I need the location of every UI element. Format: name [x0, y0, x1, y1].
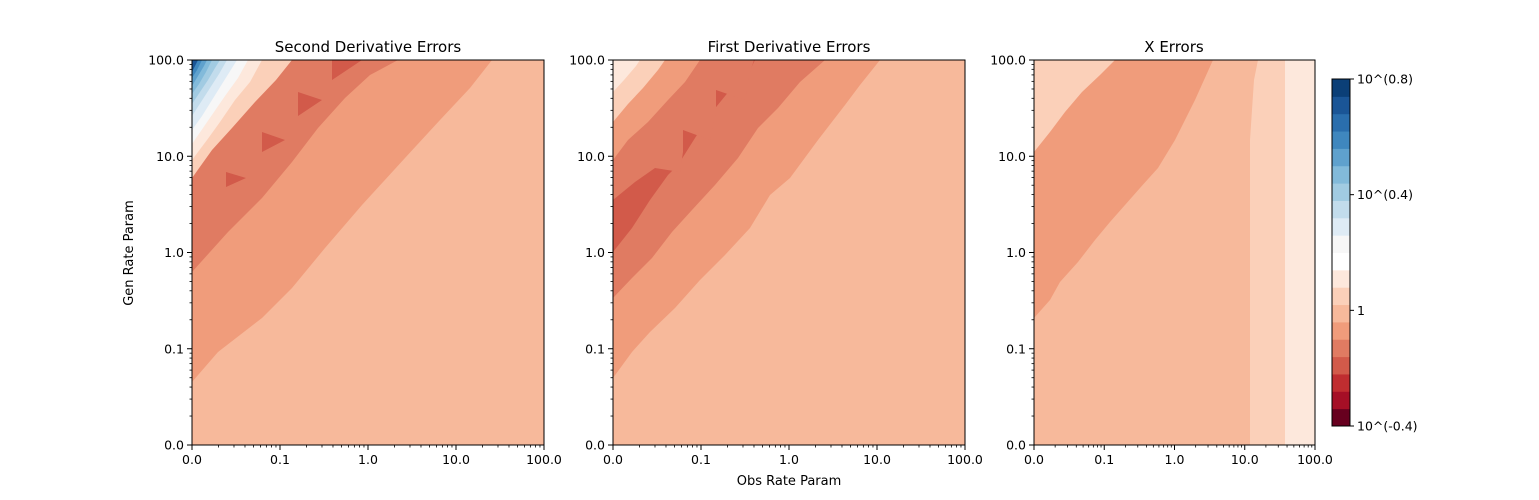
- x-tick-label: 100.0: [526, 452, 562, 467]
- colorbar-band: [1332, 287, 1350, 306]
- x-tick-label: 10.0: [442, 452, 470, 467]
- colorbar-band: [1332, 79, 1350, 97]
- panel1-title: Second Derivative Errors: [275, 38, 462, 56]
- x-tick-label: 0.1: [691, 452, 711, 467]
- colorbar-band: [1332, 339, 1350, 358]
- colorbar: 10^(0.8) 10^(0.4) 1 10^(-0.4): [1331, 72, 1418, 434]
- x-axis-label: Obs Rate Param: [737, 474, 842, 489]
- p1-patch-3: [298, 92, 322, 116]
- x-tick-label: 0.1: [1094, 452, 1114, 467]
- x-tick-label: 0.0: [603, 452, 623, 467]
- colorbar-band: [1332, 304, 1350, 323]
- colorbar-band: [1332, 96, 1350, 115]
- y-tick-label: 10.0: [998, 149, 1026, 164]
- p1-patch-4: [332, 60, 362, 80]
- colorbar-band: [1332, 408, 1350, 427]
- panel1-ticks: 0.0 0.1 1.0 10.0 100.0 0.0 0.1 1.0 10.0 100.0: [148, 53, 562, 468]
- colorbar-bands: [1332, 79, 1350, 427]
- y-tick-label: 1.0: [585, 245, 605, 260]
- y-tick-label: 10.0: [577, 149, 605, 164]
- x-tick-label: 1.0: [1165, 452, 1185, 467]
- y-tick-label: 0.0: [585, 438, 605, 453]
- x-tick-label: 0.1: [270, 452, 290, 467]
- colorbar-band: [1332, 321, 1350, 340]
- p3-band-2: [1034, 60, 1213, 318]
- colorbar-band: [1332, 252, 1350, 271]
- panel2-title: First Derivative Errors: [708, 38, 871, 56]
- colorbar-band: [1332, 217, 1350, 236]
- colorbar-band: [1332, 148, 1350, 167]
- p1-patch-1: [226, 172, 246, 187]
- panel3-ticks: 0.0 0.1 1.0 10.0 100.0 0.0 0.1 1.0 10.0 100.0: [990, 53, 1333, 468]
- y-tick-label: 0.1: [585, 341, 605, 356]
- x-tick-label: 1.0: [779, 452, 799, 467]
- y-tick-label: 100.0: [569, 53, 605, 68]
- panel-second-derivative: Second Derivative Errors 0.0 0.1 1.0 10.0 10…: [148, 38, 562, 467]
- y-tick-label: 100.0: [148, 53, 184, 68]
- p1-patch-2: [262, 132, 285, 152]
- colorbar-ticks: 10^(0.8) 10^(0.4) 1 10^(-0.4): [1350, 72, 1418, 434]
- panel1-contours: [192, 60, 544, 445]
- panel3-title: X Errors: [1144, 38, 1204, 56]
- panel3-contours: [1034, 60, 1315, 445]
- y-tick-label: 0.1: [164, 341, 184, 356]
- x-tick-label: 100.0: [947, 452, 983, 467]
- p1-band-13: [192, 60, 198, 72]
- p3-band-right-2: [1285, 60, 1315, 445]
- p2-band-6: [613, 60, 640, 92]
- colorbar-frame: [1331, 78, 1351, 427]
- y-tick-label: 100.0: [990, 53, 1026, 68]
- colorbar-tick-label: 10^(0.4): [1357, 187, 1413, 202]
- x-tick-label: 10.0: [863, 452, 891, 467]
- x-tick-label: 0.0: [182, 452, 202, 467]
- y-tick-label: 0.0: [1006, 438, 1026, 453]
- x-tick-label: 10.0: [1231, 452, 1259, 467]
- colorbar-tick-label: 10^(-0.4): [1357, 419, 1418, 434]
- colorbar-band: [1332, 131, 1350, 149]
- y-tick-label: 1.0: [164, 245, 184, 260]
- x-tick-label: 100.0: [1297, 452, 1333, 467]
- y-tick-label: 0.0: [164, 438, 184, 453]
- x-tick-label: 0.0: [1024, 452, 1044, 467]
- colorbar-band: [1332, 391, 1350, 410]
- colorbar-band: [1332, 373, 1350, 392]
- y-tick-label: 0.1: [1006, 341, 1026, 356]
- colorbar-band: [1332, 113, 1350, 132]
- y-axis-label: Gen Rate Param: [122, 200, 137, 306]
- colorbar-band: [1332, 269, 1350, 288]
- x-tick-label: 1.0: [358, 452, 378, 467]
- panel-first-derivative: First Derivative Errors 0.0 0.1 1.0 10.0 100…: [569, 38, 983, 467]
- y-tick-label: 10.0: [156, 149, 184, 164]
- colorbar-band: [1332, 356, 1350, 375]
- colorbar-band: [1332, 165, 1350, 184]
- colorbar-band: [1332, 235, 1350, 253]
- colorbar-tick-label: 10^(0.8): [1357, 72, 1413, 87]
- panel2-contours: [613, 60, 965, 445]
- y-tick-label: 1.0: [1006, 245, 1026, 260]
- colorbar-band: [1332, 200, 1350, 219]
- p3-band-3: [1034, 60, 1115, 152]
- panel2-ticks: 0.0 0.1 1.0 10.0 100.0 0.0 0.1 1.0 10.0 100.0: [569, 53, 983, 468]
- panel-x-errors: X Errors 0.0 0.1 1.0 10.0 100.0 0.0 0.1 1.0 10.0…: [990, 38, 1333, 467]
- colorbar-band: [1332, 183, 1350, 201]
- colorbar-tick-label: 1: [1357, 303, 1365, 318]
